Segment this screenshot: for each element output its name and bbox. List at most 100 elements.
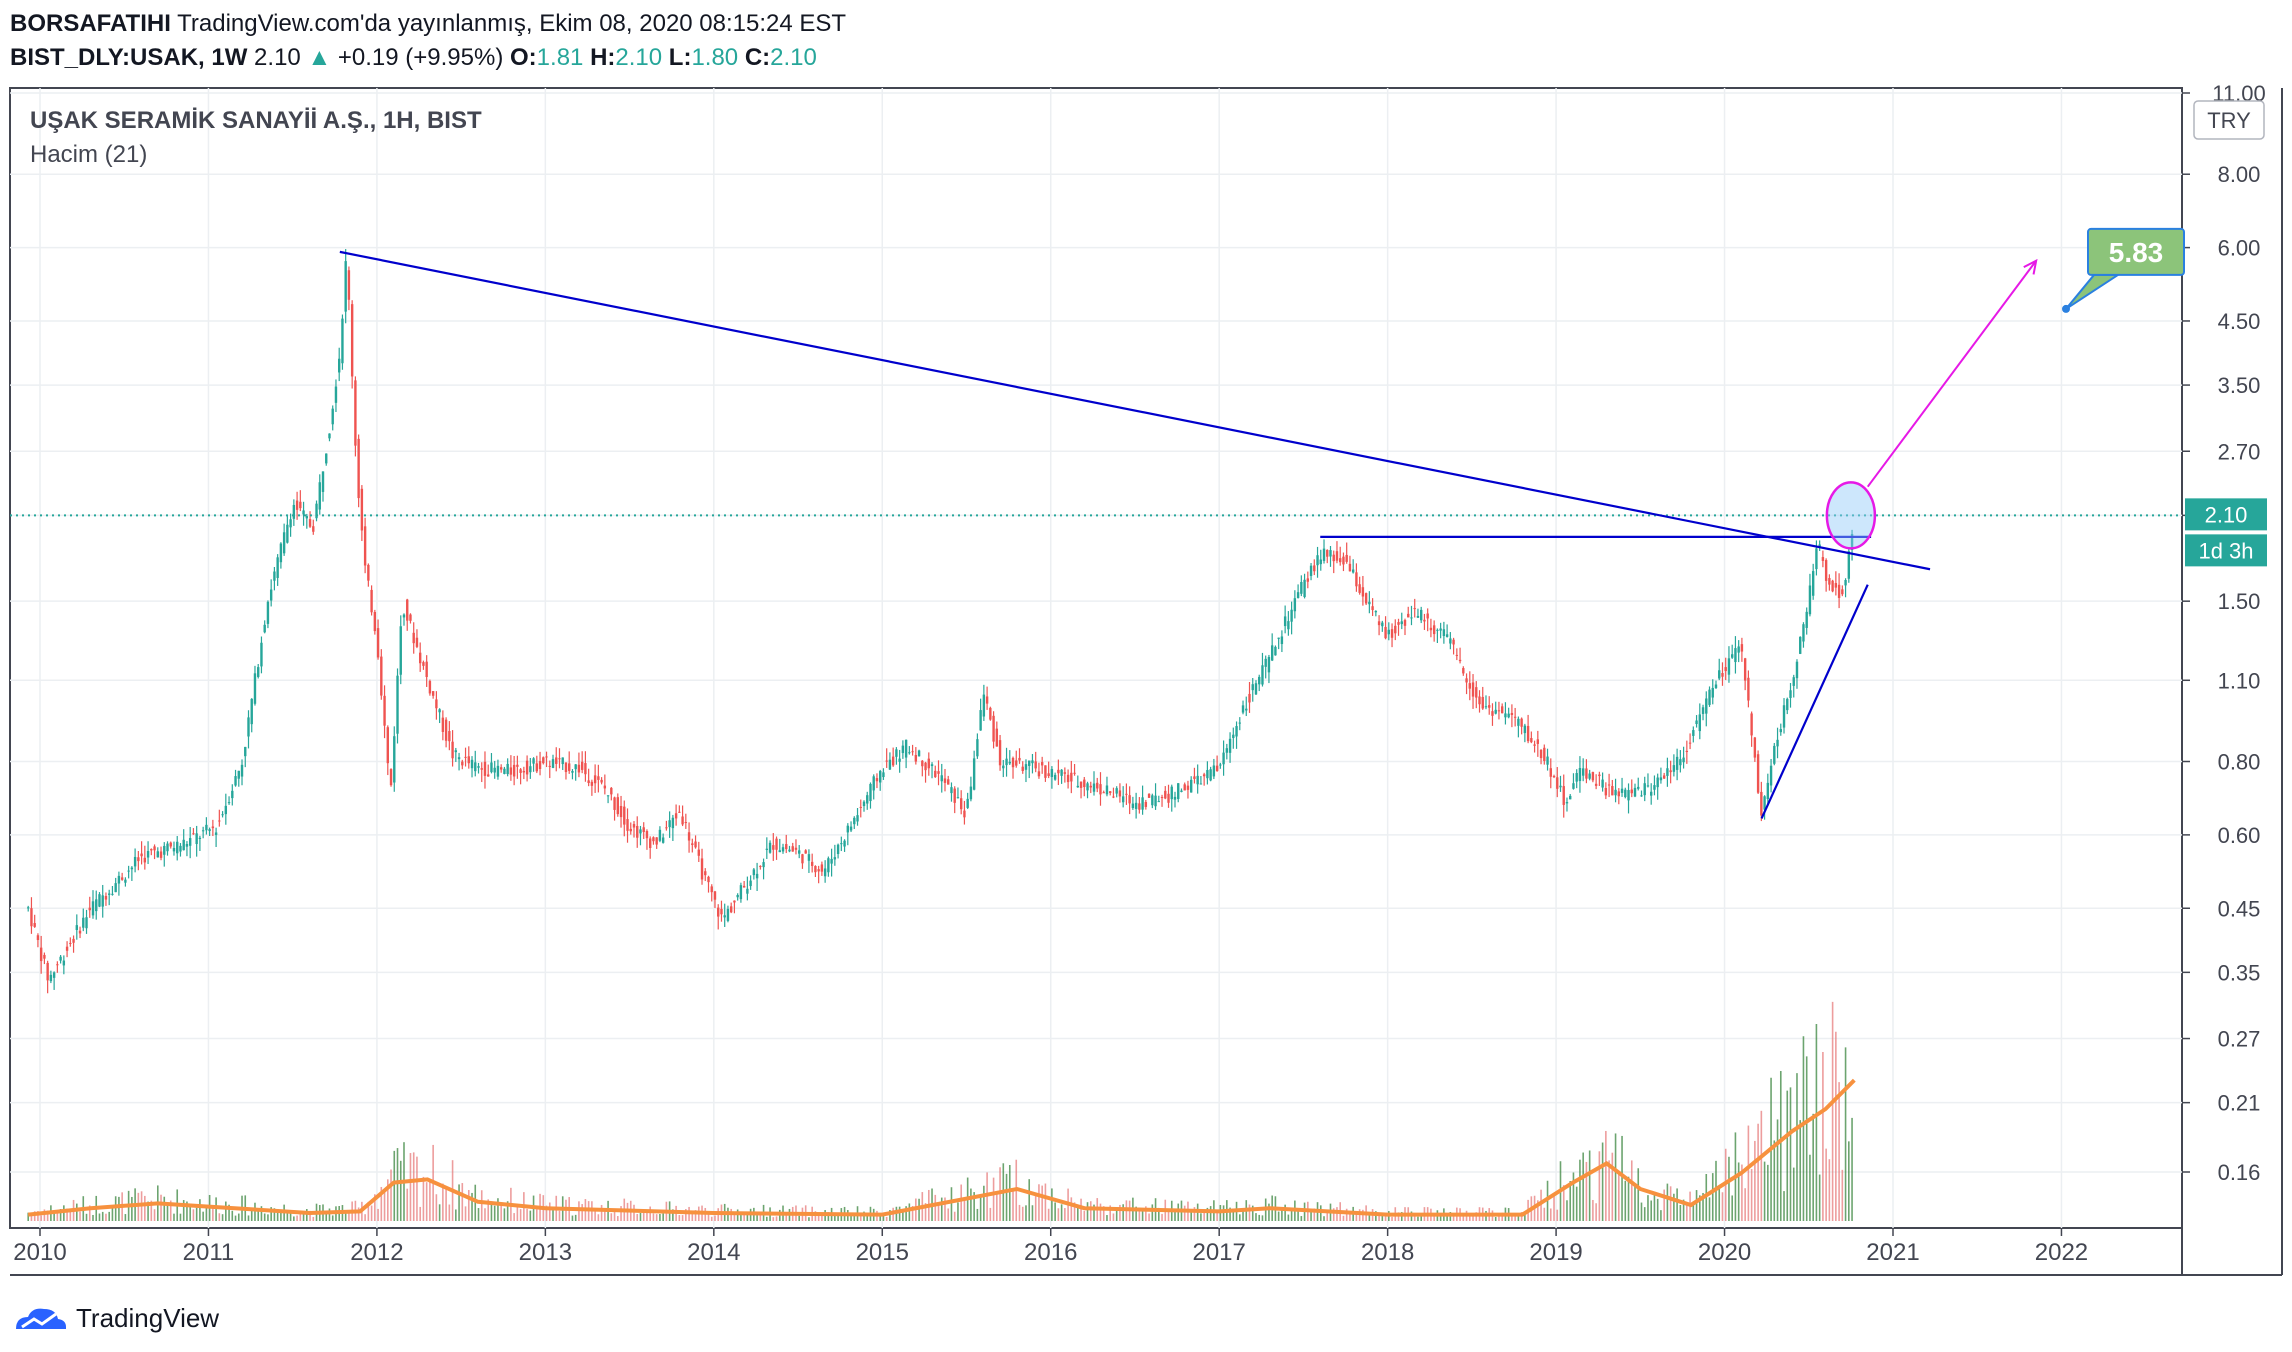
candle-body <box>1763 796 1766 810</box>
price-tick-label: 0.60 <box>2218 823 2261 848</box>
candle-body <box>1232 734 1235 738</box>
tradingview-footer[interactable]: TradingView <box>12 1300 219 1336</box>
candle-body <box>976 739 979 757</box>
candle-body <box>1808 585 1812 615</box>
candle-body <box>733 900 736 903</box>
candle-body <box>1666 768 1669 776</box>
candle-body <box>1105 785 1109 795</box>
candle-body <box>211 826 215 829</box>
candle-body <box>1384 626 1387 639</box>
candle-body <box>357 438 360 499</box>
candle-body <box>888 759 892 770</box>
candle-body <box>648 838 652 849</box>
candle-body <box>263 624 266 633</box>
candle-body <box>1186 785 1190 790</box>
candle-body <box>587 780 590 784</box>
candle-body <box>1345 554 1348 562</box>
candle-body <box>409 614 412 621</box>
candle-body <box>1802 624 1805 642</box>
candle-body <box>1251 684 1254 691</box>
candle-body <box>992 715 995 742</box>
candle-body <box>904 739 908 758</box>
candle-body <box>1575 773 1578 782</box>
drawings <box>339 250 2038 819</box>
candle-body <box>1500 706 1504 714</box>
candle-body <box>247 717 250 737</box>
candle-body <box>1426 613 1429 619</box>
candle-body <box>1818 544 1821 548</box>
candle-body <box>363 526 367 566</box>
candle-body <box>1057 769 1060 774</box>
candle-body <box>1484 706 1488 708</box>
candle-body <box>866 795 869 804</box>
candle-body <box>376 628 380 658</box>
candle-body <box>1675 756 1679 770</box>
candle-body <box>1724 667 1727 672</box>
candle-body <box>1355 572 1358 587</box>
candle-body <box>1173 796 1177 800</box>
last-price-badge: 2.10 <box>2185 498 2267 531</box>
candle-body <box>347 270 351 300</box>
candle-body <box>1419 609 1423 621</box>
candle-body <box>295 500 299 510</box>
time-tick-label: 2014 <box>687 1239 740 1266</box>
trend-line <box>1760 584 1869 819</box>
candle-body <box>717 907 720 917</box>
candle-body <box>260 642 263 667</box>
candle-body <box>52 972 56 978</box>
candle-body <box>124 879 127 883</box>
candle-body <box>668 820 671 828</box>
candle-body <box>1828 578 1831 585</box>
price-chart[interactable]: UŞAK SERAMİK SANAYİİ A.Ş., 1H, BIST Haci… <box>0 0 2292 1290</box>
target-price-callout[interactable]: 5.83 <box>2062 227 2185 313</box>
currency-badge[interactable]: TRY <box>2193 100 2265 140</box>
candle-body <box>431 691 435 696</box>
candle-body <box>1180 790 1183 792</box>
candle-body <box>1614 789 1617 796</box>
candle-body <box>1779 729 1782 733</box>
candle-body <box>1701 707 1705 714</box>
low-key: L: <box>668 44 692 71</box>
candle-body <box>111 893 114 895</box>
candle-body <box>1215 765 1219 772</box>
candle-body <box>1303 579 1306 598</box>
candle-body <box>522 770 526 773</box>
candle-body <box>597 776 600 780</box>
candle-body <box>1494 709 1497 714</box>
candle-body <box>496 765 500 777</box>
time-tick-label: 2011 <box>183 1239 235 1266</box>
candle-body <box>1598 774 1601 777</box>
candle-body <box>1565 802 1569 804</box>
candle-body <box>273 571 276 581</box>
candle-body <box>1475 687 1478 698</box>
candle-body <box>415 637 419 647</box>
candle-body <box>1407 613 1410 618</box>
candle-body <box>1465 678 1468 683</box>
candle-body <box>506 763 509 775</box>
candle-body <box>1497 710 1501 712</box>
candle-body <box>1782 705 1786 728</box>
candle-body <box>1083 779 1086 788</box>
candle-body <box>198 837 202 839</box>
candle-body <box>1737 646 1740 653</box>
candle-body <box>370 589 373 613</box>
candle-body <box>995 728 999 747</box>
candle-body <box>1504 713 1507 718</box>
candle-body <box>768 842 772 853</box>
candle-body <box>1442 629 1446 637</box>
candle-body <box>1313 565 1316 572</box>
candle-body <box>1795 661 1799 679</box>
candle-body <box>1044 765 1047 778</box>
published-text: TradingView.com'da yayınlanmış, Ekim 08,… <box>177 10 847 37</box>
candle-body <box>279 543 283 563</box>
candle-body <box>438 709 441 713</box>
candle-body <box>1096 782 1099 789</box>
candle-body <box>885 760 888 762</box>
candle-body <box>383 695 386 726</box>
candle-body <box>989 707 992 720</box>
currency-label: TRY <box>2207 108 2251 133</box>
candle-body <box>1238 722 1241 724</box>
candle-body <box>1611 786 1614 796</box>
candle-body <box>1692 730 1695 736</box>
candle-body <box>1458 659 1462 662</box>
